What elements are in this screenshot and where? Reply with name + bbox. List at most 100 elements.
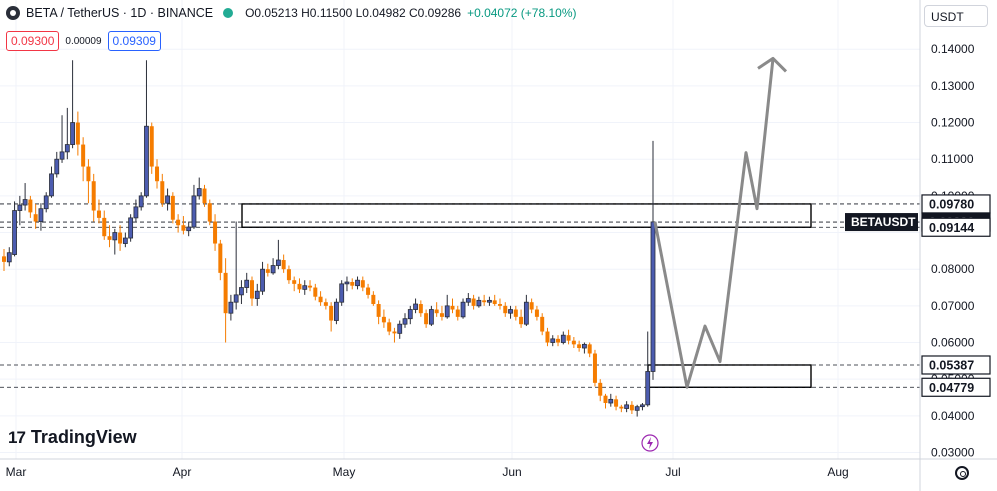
candle bbox=[54, 151, 60, 178]
level-lines bbox=[0, 203, 920, 388]
currency-dropdown[interactable]: USDT bbox=[924, 5, 988, 27]
candle bbox=[133, 199, 139, 222]
ask-button[interactable]: 0.09309 bbox=[107, 31, 161, 51]
candle bbox=[624, 401, 630, 413]
candle bbox=[249, 276, 254, 306]
candle bbox=[38, 203, 44, 231]
price-axis[interactable]: 0.140000.130000.120000.110000.100000.090… bbox=[931, 42, 975, 459]
candle bbox=[598, 379, 603, 402]
candle bbox=[550, 335, 556, 347]
price-tick-label: 0.11000 bbox=[931, 152, 974, 166]
bid-button[interactable]: 0.09300 bbox=[6, 31, 60, 51]
candle bbox=[33, 203, 38, 229]
candle bbox=[218, 239, 223, 281]
candle bbox=[43, 192, 49, 213]
candle bbox=[545, 327, 550, 347]
candle bbox=[476, 296, 482, 308]
candle bbox=[487, 296, 492, 306]
candle bbox=[323, 298, 328, 310]
candle bbox=[160, 173, 165, 207]
price-label: 0.05387 bbox=[929, 358, 974, 372]
candle bbox=[640, 403, 645, 411]
candle bbox=[181, 216, 186, 235]
price-label: 0.09144 bbox=[929, 221, 974, 235]
candle bbox=[313, 283, 318, 301]
price-tick-label: 0.13000 bbox=[931, 79, 975, 93]
resistance-zone[interactable] bbox=[241, 203, 812, 228]
candle bbox=[566, 329, 571, 345]
candle bbox=[434, 302, 439, 317]
time-tick-label: May bbox=[333, 465, 356, 479]
tradingview-mark: 17 bbox=[8, 427, 26, 447]
candle bbox=[519, 309, 524, 328]
candle bbox=[297, 278, 302, 294]
candle bbox=[424, 309, 429, 328]
candle bbox=[439, 305, 444, 321]
candle bbox=[482, 294, 487, 306]
candle bbox=[270, 258, 276, 275]
candle bbox=[128, 214, 134, 242]
candle bbox=[228, 294, 234, 321]
symbol-tag-label: BETAUSDT bbox=[851, 215, 916, 229]
candle bbox=[444, 294, 450, 319]
tradingview-wordmark: TradingView bbox=[30, 427, 137, 447]
candle bbox=[70, 60, 75, 149]
candle bbox=[329, 302, 334, 332]
candle bbox=[265, 263, 270, 277]
price-labels: 0.09780BETAUSDT0.092860.091440.053870.04… bbox=[845, 194, 991, 397]
candle bbox=[308, 280, 313, 292]
lightning-icon[interactable] bbox=[641, 434, 659, 452]
candle bbox=[577, 340, 582, 352]
candle bbox=[407, 305, 413, 325]
candle bbox=[107, 225, 112, 248]
price-tick-label: 0.14000 bbox=[931, 42, 975, 56]
ohlc-values: O0.05213 H0.11500 L0.04982 C0.09286 bbox=[245, 6, 462, 20]
support-zone[interactable] bbox=[647, 364, 812, 388]
candle bbox=[397, 320, 403, 339]
candle bbox=[450, 298, 455, 314]
candlesticks bbox=[2, 60, 656, 417]
candle bbox=[318, 291, 323, 306]
candle bbox=[281, 254, 286, 273]
symbol-title[interactable]: BETA / TetherUS · 1D · BINANCE bbox=[26, 6, 214, 20]
candle bbox=[523, 294, 529, 327]
candle bbox=[155, 159, 160, 189]
candle bbox=[371, 291, 376, 306]
price-tick-label: 0.08000 bbox=[931, 262, 975, 276]
candle bbox=[286, 265, 291, 284]
candle bbox=[86, 159, 91, 204]
time-tick-label: Apr bbox=[173, 465, 192, 479]
candle bbox=[455, 305, 460, 321]
price-change: +0.04072 (+78.10%) bbox=[467, 6, 577, 20]
candle bbox=[608, 393, 614, 407]
projection-line[interactable] bbox=[653, 58, 775, 389]
gear-icon[interactable] bbox=[955, 466, 969, 480]
time-axis[interactable]: Mar Apr May Jun Jul Aug bbox=[6, 465, 849, 479]
price-label-bg bbox=[921, 355, 991, 375]
candle bbox=[497, 298, 502, 310]
projection-arrowhead bbox=[757, 56, 788, 73]
candle bbox=[239, 280, 244, 305]
candle bbox=[292, 276, 297, 292]
price-label-bg bbox=[921, 377, 991, 397]
price-label: 0.04779 bbox=[929, 381, 974, 395]
candle bbox=[513, 305, 518, 321]
candle bbox=[64, 107, 70, 160]
candle bbox=[202, 184, 207, 207]
candle bbox=[233, 221, 239, 310]
candle bbox=[59, 115, 65, 163]
candle bbox=[529, 298, 534, 314]
candle bbox=[402, 313, 408, 328]
candle bbox=[645, 331, 651, 407]
candle bbox=[75, 111, 80, 156]
candle bbox=[629, 401, 634, 415]
candle bbox=[254, 283, 260, 306]
candle bbox=[650, 140, 656, 380]
price-tick-label: 0.12000 bbox=[931, 116, 975, 130]
candle bbox=[176, 214, 181, 233]
symbol-logo-icon bbox=[6, 6, 20, 20]
price-tick-label: 0.06000 bbox=[931, 336, 975, 350]
candle bbox=[122, 232, 128, 248]
candle bbox=[207, 199, 212, 226]
